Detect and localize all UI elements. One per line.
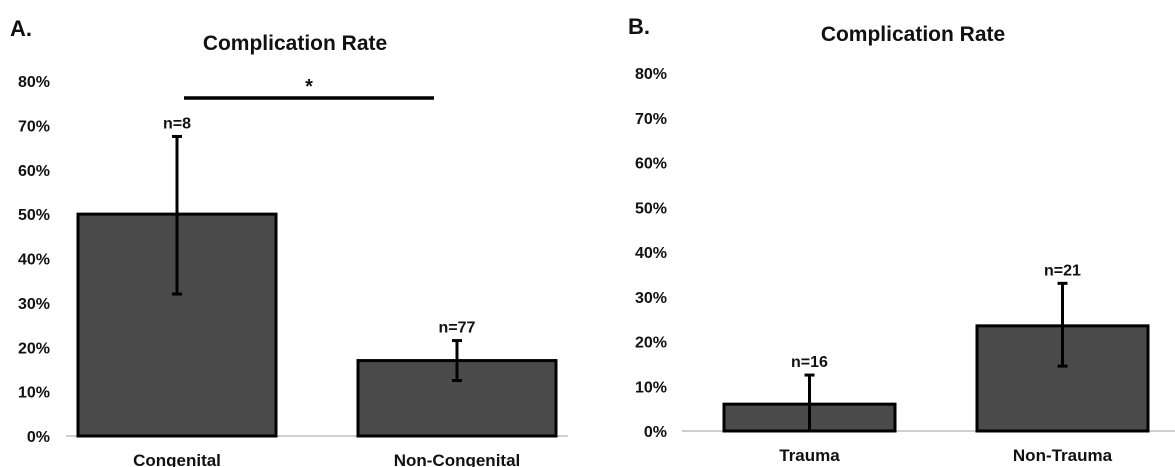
- panel-b-category-label-0: Trauma: [779, 446, 840, 465]
- panel-a-chart: A. Complication Rate 0% 10% 20% 30% 40% 50% 60…: [10, 16, 568, 467]
- panel-b-title: Complication Rate: [821, 23, 1005, 46]
- panel-b-ytick-label: 20%: [635, 335, 667, 352]
- panel-a-title: Complication Rate: [203, 32, 387, 55]
- panel-a-ytick-label: 0%: [27, 429, 50, 446]
- panel-b-ytick-label: 50%: [635, 200, 667, 217]
- panel-b-ytick-label: 40%: [635, 245, 667, 262]
- panel-b-ytick-label: 60%: [635, 156, 667, 173]
- panel-a-category-label-1: Non-Congenital: [394, 451, 521, 467]
- panel-a-ytick-label: 80%: [18, 74, 50, 91]
- panel-b-ytick-label: 70%: [635, 111, 667, 128]
- panel-a-significance-marker: *: [305, 76, 313, 98]
- panel-a-label: A.: [10, 16, 32, 41]
- panel-a-ytick-label: 60%: [18, 163, 50, 180]
- panel-a-ytick-label: 30%: [18, 296, 50, 313]
- panel-a-ytick-label: 20%: [18, 340, 50, 357]
- panel-b-ytick-label: 10%: [635, 379, 667, 396]
- panel-b-chart: B. Complication Rate 0% 10% 20% 30% 40% 50% 60…: [628, 14, 1175, 465]
- panel-b-ytick-label: 0%: [644, 424, 667, 441]
- panel-a-ytick-label: 40%: [18, 252, 50, 269]
- panel-b-n-label-1: n=21: [1044, 262, 1081, 279]
- panel-a-n-label-1: n=77: [439, 320, 476, 337]
- panel-a-category-label-0: Congenital: [133, 451, 221, 467]
- panel-b-category-label-1: Non-Trauma: [1013, 446, 1113, 465]
- panel-a-n-label-0: n=8: [163, 115, 191, 132]
- panel-b-ytick-label: 80%: [635, 66, 667, 83]
- panel-a-ytick-label: 70%: [18, 118, 50, 135]
- panel-b-n-label-0: n=16: [791, 354, 828, 371]
- panel-a-ytick-label: 50%: [18, 207, 50, 224]
- panel-b-ytick-label: 30%: [635, 290, 667, 307]
- panel-a-ytick-label: 10%: [18, 385, 50, 402]
- panel-b-label: B.: [628, 14, 650, 39]
